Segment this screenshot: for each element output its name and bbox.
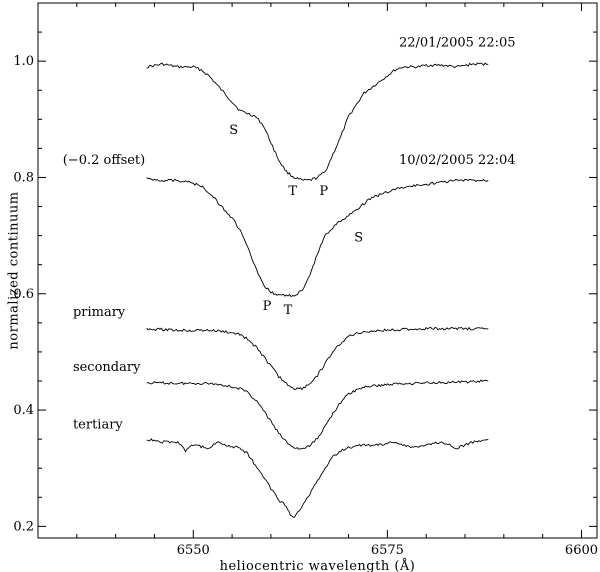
series-line-tertiary xyxy=(146,438,489,519)
annotation-label: 10/02/2005 22:04 xyxy=(399,153,516,168)
x-tick-label: 6550 xyxy=(177,543,210,558)
annotation-label: (−0.2 offset) xyxy=(63,153,146,168)
annotation-label: primary xyxy=(73,305,126,320)
series-line-primary xyxy=(146,326,489,391)
annotation-label: T xyxy=(288,184,297,199)
y-axis-label: normalized continuum xyxy=(7,191,22,349)
annotation-label: S xyxy=(354,230,363,245)
annotation-label: T xyxy=(284,303,293,318)
series-lines xyxy=(146,62,489,519)
y-tick-label: 0.4 xyxy=(13,403,34,418)
x-tick-label: 6600 xyxy=(565,543,598,558)
y-tick-labels: 0.2 0.4 0.6 0.8 1.0 xyxy=(13,54,34,534)
axis-ticks xyxy=(37,2,597,538)
y-tick-label: 0.2 xyxy=(13,519,34,534)
x-axis-label: heliocentric wavelength (Å) xyxy=(220,558,416,572)
annotation-label: secondary xyxy=(73,360,141,375)
y-tick-label: 1.0 xyxy=(13,54,34,69)
annotation-label: 22/01/2005 22:05 xyxy=(399,36,516,51)
annotation-label: P xyxy=(319,184,328,199)
annotation-label: S xyxy=(229,123,238,138)
series-line-secondary xyxy=(146,379,489,450)
annotation-label: tertiary xyxy=(73,418,123,433)
series-line-spectrum-2005-02-10 xyxy=(146,177,489,298)
x-tick-labels: 6550 6575 6600 xyxy=(177,543,598,558)
annotation-label: P xyxy=(263,299,272,314)
x-tick-label: 6575 xyxy=(371,543,404,558)
plot-frame xyxy=(37,2,598,539)
y-tick-label: 0.8 xyxy=(13,170,34,185)
y-tick-label: 0.6 xyxy=(13,287,34,302)
series-line-spectrum-2005-01-22 xyxy=(146,62,489,181)
annotations: 22/01/2005 22:05 10/02/2005 22:04 (−0.2 of… xyxy=(63,36,516,433)
